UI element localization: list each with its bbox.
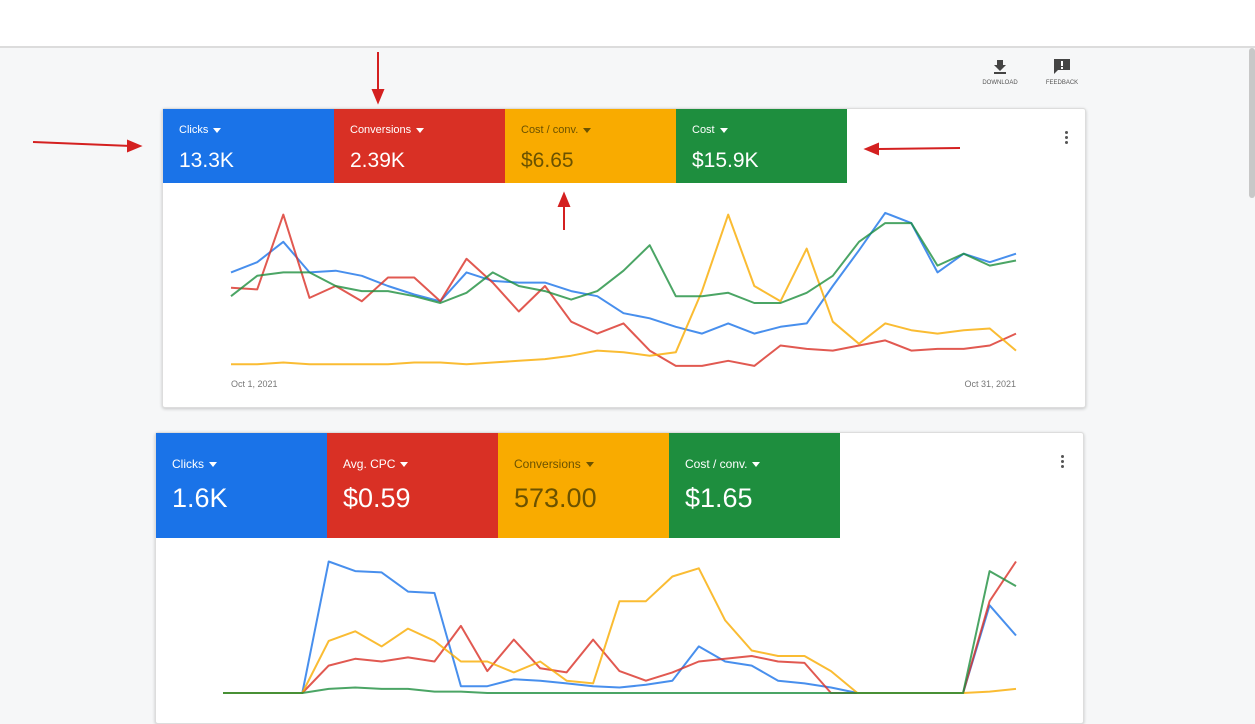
metric-tile[interactable]: Cost / conv. $1.65: [669, 433, 840, 538]
metric-selector: Clicks: [179, 124, 222, 136]
dropdown-arrow-shape: [585, 461, 594, 467]
metric-total: 13.3K: [179, 149, 234, 172]
dropdown-arrow-shape: [416, 127, 425, 133]
more-menu[interactable]: [1061, 455, 1064, 470]
dropdown-arrow-shape: [583, 127, 592, 133]
metric-total: $6.65: [521, 149, 574, 172]
download-label: DOWNLOAD: [982, 80, 1018, 86]
dropdown-arrow-shape: [400, 461, 409, 467]
dropdown-arrow: [416, 127, 425, 133]
dropdown-arrow-shape: [719, 127, 728, 133]
dropdown-arrow-shape: [209, 461, 217, 467]
feedback-button[interactable]: FEEDBACK: [1037, 58, 1087, 86]
line-chart: Oct 1, 2021 Oct 31, 2021: [230, 211, 1017, 389]
dropdown-arrow: [585, 461, 594, 467]
top-bar: [0, 0, 1255, 48]
download-button[interactable]: DOWNLOAD: [975, 58, 1025, 86]
metric-name: Cost: [692, 124, 715, 136]
scrollbar[interactable]: [1249, 48, 1255, 198]
series-line: [223, 560, 1017, 694]
metric-selector: Conversions: [350, 124, 425, 136]
metric-selector: Cost / conv.: [685, 457, 761, 471]
download-icon: [994, 60, 1006, 74]
dropdown-arrow-shape: [752, 461, 761, 467]
metric-total: $15.9K: [692, 149, 759, 172]
dropdown-arrow: [209, 461, 217, 467]
metric-name: Clicks: [172, 457, 204, 471]
dropdown-arrow: [400, 461, 409, 467]
line-chart: [223, 560, 1017, 694]
metric-selector: Cost: [692, 124, 728, 136]
metric-total: $1.65: [685, 483, 753, 513]
metric-name: Conversions: [514, 457, 581, 471]
metric-tile[interactable]: Cost $15.9K: [676, 109, 847, 183]
metric-total: 573.00: [514, 483, 597, 513]
metric-selector: Conversions: [514, 457, 594, 471]
more-menu[interactable]: [1065, 131, 1068, 146]
metric-tile[interactable]: Cost / conv. $6.65: [505, 109, 676, 183]
x-tick-label: Oct 31, 2021: [964, 379, 1016, 389]
metric-name: Clicks: [179, 124, 209, 136]
series-line: [223, 567, 1017, 694]
metric-tile[interactable]: Conversions 573.00: [498, 433, 669, 538]
series-line: [230, 213, 1017, 367]
metric-selector: Clicks: [172, 457, 217, 471]
metric-name: Avg. CPC: [343, 457, 396, 471]
metric-tile[interactable]: Conversions 2.39K: [334, 109, 505, 183]
metric-name: Conversions: [350, 124, 412, 136]
series-line: [223, 570, 1017, 694]
feedback-icon: [1054, 59, 1070, 74]
series-line: [223, 560, 1017, 694]
metric-name: Cost / conv.: [685, 457, 748, 471]
metric-total: 1.6K: [172, 483, 228, 513]
dropdown-arrow: [752, 461, 761, 467]
dropdown-arrow-shape: [213, 127, 222, 133]
dropdown-arrow: [213, 127, 222, 133]
metric-tile[interactable]: Avg. CPC $0.59: [327, 433, 498, 538]
metric-tile[interactable]: Clicks 1.6K: [156, 433, 327, 538]
chart-card: Clicks 13.3K Conversions 2.39K Cost / conv. $…: [162, 108, 1086, 408]
metric-name: Cost / conv.: [521, 124, 579, 136]
x-tick-label: Oct 1, 2021: [231, 379, 278, 389]
series-line: [230, 222, 1017, 304]
metric-total: $0.59: [343, 483, 411, 513]
feedback-label: FEEDBACK: [1045, 80, 1079, 86]
dropdown-arrow: [583, 127, 592, 133]
chart-card: Clicks 1.6K Avg. CPC $0.59 Conversions 573.00…: [155, 432, 1084, 724]
dropdown-arrow: [719, 127, 728, 133]
metric-total: 2.39K: [350, 149, 405, 172]
metric-selector: Cost / conv.: [521, 124, 592, 136]
metric-selector: Avg. CPC: [343, 457, 409, 471]
metric-tile[interactable]: Clicks 13.3K: [163, 109, 334, 183]
series-line: [231, 213, 1017, 366]
series-line: [230, 211, 1017, 335]
